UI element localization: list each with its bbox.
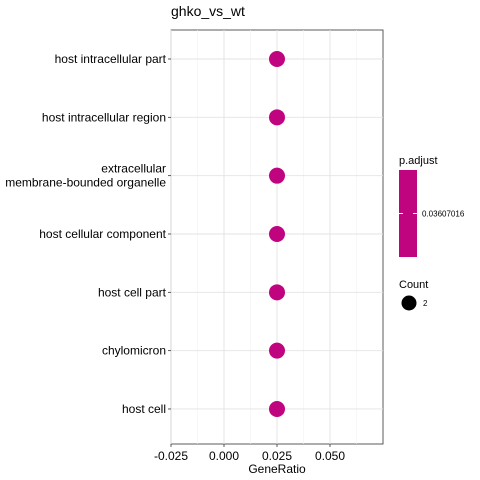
y-tick-label-2: extracellular membrane-bounded organelle [5,162,166,190]
y-tick-label-6: host cell [122,402,166,416]
size-legend: Count 2 [399,279,428,311]
y-tick-label-5: chylomicron [102,344,166,358]
color-legend-label: 0.03607016 [422,210,465,219]
y-tick-label-4: host cell part [98,285,167,299]
x-tick-label-1: 0.000 [209,449,239,463]
data-point-2 [269,167,285,184]
y-axis: host intracellular part host intracellula… [5,52,171,416]
x-tick-label-0: -0.025 [154,449,188,463]
y-tick-label-0: host intracellular part [55,52,167,66]
size-legend-label: 2 [423,299,428,308]
data-point-5 [269,342,285,359]
y-tick-label-1: host intracellular region [42,110,166,124]
color-legend-title: p.adjust [399,155,438,167]
x-tick-label-2: 0.025 [262,449,292,463]
color-legend: p.adjust 0.03607016 [399,155,465,257]
chart-title: ghko_vs_wt [171,3,245,19]
data-point-3 [269,225,285,242]
y-tick-label-3: host cellular component [39,227,166,241]
data-points [269,51,285,417]
size-legend-dot [401,295,417,311]
x-axis: -0.025 0.000 0.025 0.050 [154,444,345,463]
data-point-4 [269,284,285,301]
data-point-6 [269,400,285,417]
x-tick-label-3: 0.050 [315,449,345,463]
size-legend-title: Count [399,279,428,291]
data-point-0 [269,51,285,67]
x-axis-label: GeneRatio [248,462,306,476]
color-legend-bar [399,170,417,257]
data-point-1 [269,109,285,126]
